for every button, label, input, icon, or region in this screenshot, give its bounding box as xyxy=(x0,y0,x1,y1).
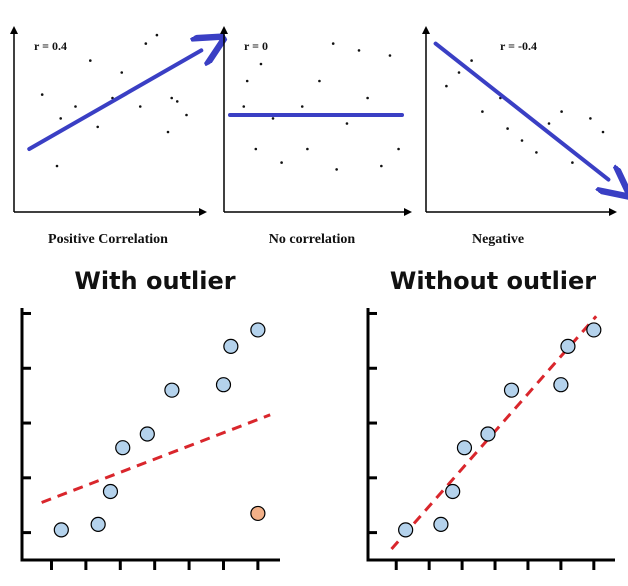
scatter-dot xyxy=(331,42,335,45)
scatter-dot xyxy=(601,130,605,134)
scatter-dot xyxy=(520,139,524,142)
scatter-dot xyxy=(318,79,321,83)
scatter-dot xyxy=(560,110,563,113)
dashed-trend-line xyxy=(41,413,271,504)
data-point xyxy=(398,522,414,538)
panel-caption: Positive Correlation xyxy=(48,232,168,247)
panel-caption: No correlation xyxy=(269,232,356,247)
chart-title: Without outlier xyxy=(390,267,596,295)
scatter-points xyxy=(445,59,605,164)
data-point xyxy=(90,516,106,532)
data-point xyxy=(250,322,266,338)
data-point xyxy=(480,426,496,442)
data-point xyxy=(560,338,576,354)
scatter-dot xyxy=(259,62,263,66)
scatter-dot xyxy=(571,161,574,164)
panel-caption: Negative xyxy=(472,232,524,247)
chart-title: With outlier xyxy=(74,267,235,295)
negative-correlation-panel: r = -0.4 Negative xyxy=(422,26,615,247)
scatter-dot xyxy=(175,100,179,103)
trend-arrow xyxy=(433,41,609,180)
data-point xyxy=(223,338,239,354)
scatter-dot xyxy=(547,122,551,125)
trend-line xyxy=(41,413,271,504)
scatter-dot xyxy=(306,147,309,151)
data-point xyxy=(139,426,155,442)
scatter-dot xyxy=(589,117,592,120)
r-value-label: r = -0.4 xyxy=(500,39,537,53)
scatter-dot xyxy=(96,125,99,129)
outlier-point xyxy=(250,505,266,522)
trend-arrow xyxy=(27,50,201,151)
scatter-dot xyxy=(166,130,170,134)
scatter-dot xyxy=(120,71,124,74)
no-correlation-panel: r = 0 No correlation xyxy=(220,26,412,247)
scatter-dot xyxy=(138,105,142,108)
scatter-dot xyxy=(506,127,509,130)
scatter-dot xyxy=(271,117,275,120)
data-point xyxy=(445,483,461,500)
scatter-dot xyxy=(74,105,77,108)
data-point xyxy=(215,377,232,393)
scatter-dot xyxy=(535,151,538,154)
scatter-dot xyxy=(481,110,484,113)
scatter-dot xyxy=(457,71,461,74)
scatter-dot xyxy=(388,54,392,57)
scatter-points xyxy=(53,322,266,538)
data-point xyxy=(53,522,69,538)
scatter-dot xyxy=(185,113,188,117)
scatter-dot xyxy=(55,164,59,168)
data-point xyxy=(586,322,602,338)
axes xyxy=(366,308,615,570)
r-value-label: r = 0.4 xyxy=(34,39,67,53)
scatter-dot xyxy=(89,59,92,62)
scatter-points xyxy=(242,42,400,171)
data-point xyxy=(433,516,449,532)
data-point xyxy=(456,440,473,456)
r-value-label: r = 0 xyxy=(244,39,268,53)
scatter-dot xyxy=(445,84,448,88)
positive-correlation-panel: r = 0.4 Positive Correlation xyxy=(10,26,205,247)
data-point xyxy=(503,382,520,398)
scatter-dot xyxy=(59,117,62,120)
scatter-dot xyxy=(357,49,361,52)
scatter-dot xyxy=(300,105,304,108)
scatter-dot xyxy=(380,164,383,168)
scatter-dot xyxy=(155,33,159,37)
scatter-dot xyxy=(144,42,148,45)
scatter-dot xyxy=(254,147,258,151)
scatter-dot xyxy=(397,147,400,151)
scatter-points xyxy=(398,322,602,538)
with-outlier-panel: With outlier xyxy=(20,267,280,570)
data-point xyxy=(102,483,119,500)
data-point xyxy=(553,377,569,393)
scatter-dot xyxy=(242,105,246,108)
data-point xyxy=(164,382,180,398)
scatter-dot xyxy=(345,122,349,125)
scatter-dot xyxy=(335,168,338,171)
without-outlier-panel: Without outlier xyxy=(366,267,615,570)
scatter-dot xyxy=(366,96,369,100)
data-point xyxy=(115,440,131,456)
scatter-dot xyxy=(470,59,473,62)
scatter-dot xyxy=(170,96,173,100)
axes xyxy=(20,308,280,570)
scatter-dot xyxy=(280,161,283,164)
scatter-dot xyxy=(245,79,249,83)
scatter-dot xyxy=(40,93,44,96)
